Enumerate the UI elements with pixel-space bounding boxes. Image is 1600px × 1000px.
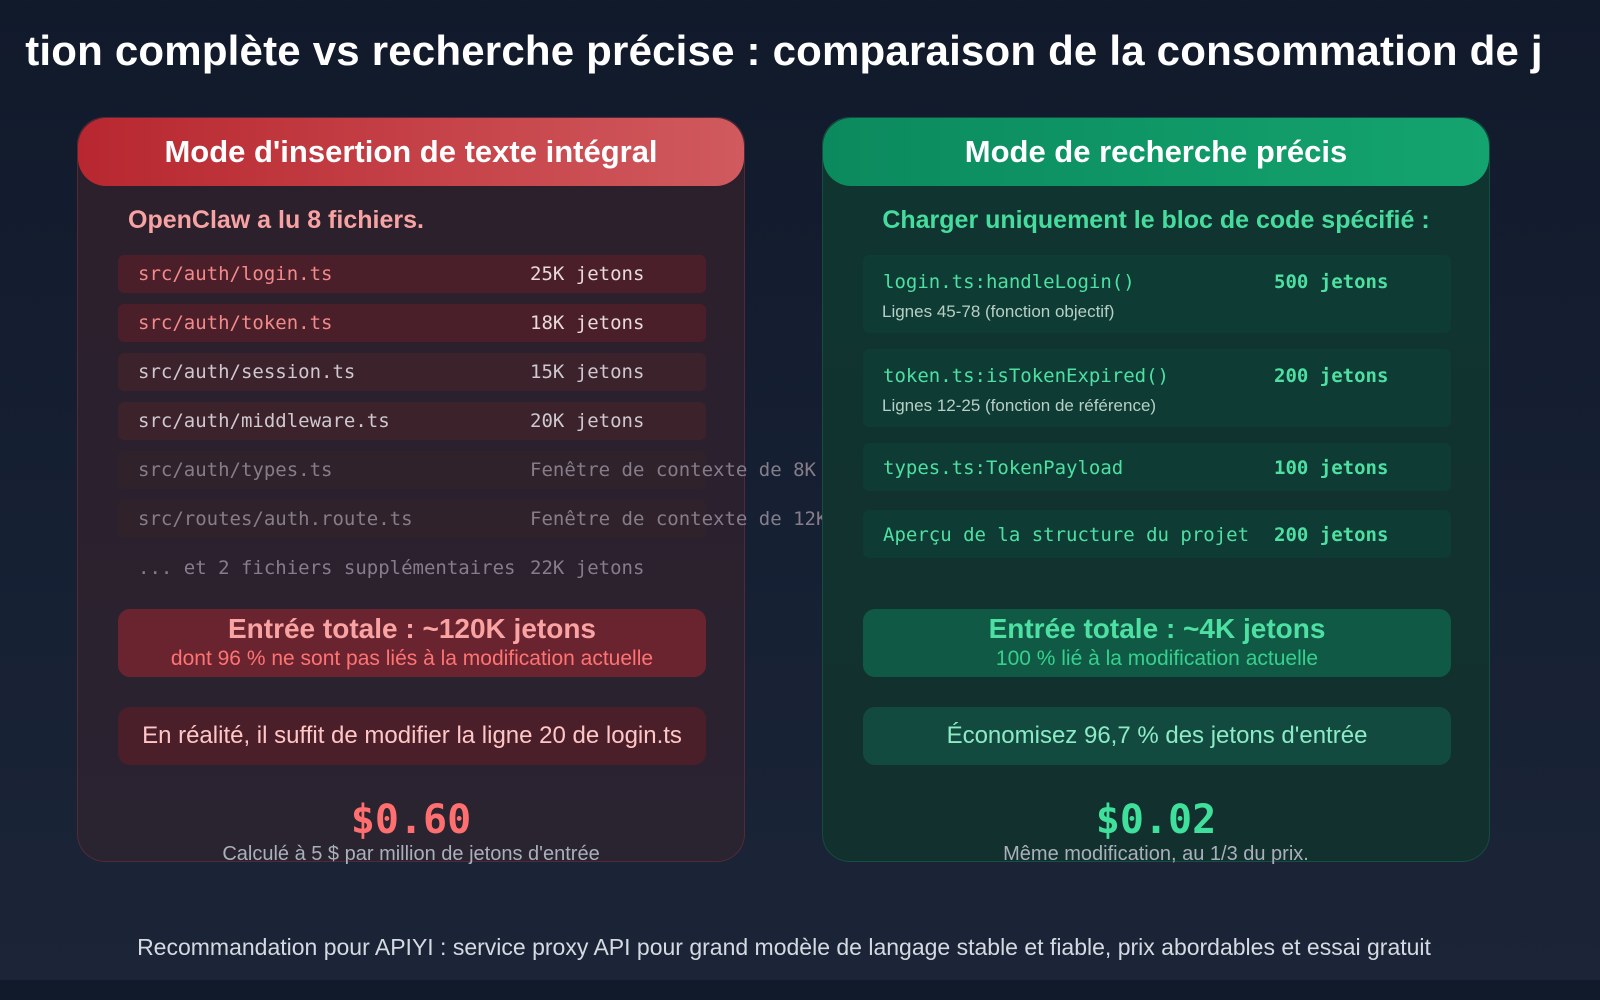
precise-search-price: $0.02 xyxy=(1095,797,1217,843)
code-block-tokens: 500 jetons xyxy=(1274,271,1389,293)
footer-recommendation: Recommandation pour APIYI : service prox… xyxy=(137,934,1431,960)
code-block-tokens: 200 jetons xyxy=(1274,524,1389,546)
code-block-description: Lignes 45-78 (fonction objectif) xyxy=(882,302,1115,321)
precise-search-total-note: 100 % lié à la modification actuelle xyxy=(995,647,1319,670)
full-text-note: En réalité, il suffit de modifier la lig… xyxy=(142,722,682,749)
precise-search-total-box: Entrée totale : ~4K jetons 100 % lié à l… xyxy=(863,609,1451,677)
full-text-total-box: Entrée totale : ~120K jetons dont 96 % n… xyxy=(118,609,706,677)
full-text-total: Entrée totale : ~120K jetons xyxy=(227,613,596,644)
file-name: src/auth/session.ts xyxy=(138,361,356,383)
code-block-row: Aperçu de la structure du projet 200 jet… xyxy=(863,510,1451,558)
file-row: src/auth/token.ts 18K jetons xyxy=(118,304,706,342)
file-row: src/auth/middleware.ts 20K jetons xyxy=(118,402,706,440)
page-title: tion complète vs recherche précise : com… xyxy=(25,27,1543,74)
file-tokens: 25K jetons xyxy=(530,263,645,285)
full-text-panel: Mode d'insertion de texte intégral OpenC… xyxy=(77,117,827,865)
code-block-tokens: 100 jetons xyxy=(1274,457,1389,479)
file-name: ... et 2 fichiers supplémentaires xyxy=(138,557,516,579)
full-text-subtitle: OpenClaw a lu 8 fichiers. xyxy=(128,206,424,234)
file-tokens: Fenêtre de contexte de 8K xyxy=(530,459,816,481)
precise-search-total: Entrée totale : ~4K jetons xyxy=(988,613,1326,644)
full-text-panel-header: Mode d'insertion de texte intégral xyxy=(78,118,744,186)
code-block-tokens: 200 jetons xyxy=(1274,365,1389,387)
code-block-name: login.ts:handleLogin() xyxy=(883,271,1135,293)
file-name: src/routes/auth.route.ts xyxy=(138,508,413,530)
full-text-note-box: En réalité, il suffit de modifier la lig… xyxy=(118,707,706,765)
code-block-row: login.ts:handleLogin() 500 jetons Lignes… xyxy=(863,255,1451,333)
file-tokens: 20K jetons xyxy=(530,410,645,432)
file-tokens: 22K jetons xyxy=(530,557,645,579)
code-block-row: types.ts:TokenPayload 100 jetons xyxy=(863,443,1451,491)
file-row: src/routes/auth.route.ts Fenêtre de cont… xyxy=(118,500,827,538)
file-name: src/auth/middleware.ts xyxy=(138,410,390,432)
code-block-name: token.ts:isTokenExpired() xyxy=(883,365,1169,387)
precise-search-panel-header: Mode de recherche précis xyxy=(823,118,1489,186)
file-row: src/auth/types.ts Fenêtre de contexte de… xyxy=(118,451,816,489)
file-name: src/auth/login.ts xyxy=(138,263,333,285)
code-block-description: Lignes 12-25 (fonction de référence) xyxy=(882,396,1157,415)
full-text-total-note: dont 96 % ne sont pas liés à la modifica… xyxy=(170,647,654,670)
code-block-row: token.ts:isTokenExpired() 200 jetons Lig… xyxy=(863,349,1451,427)
full-text-price-note: Calculé à 5 $ par million de jetons d'en… xyxy=(222,843,600,865)
precise-search-subtitle: Charger uniquement le bloc de code spéci… xyxy=(882,206,1430,234)
file-row: src/auth/login.ts 25K jetons xyxy=(118,255,706,293)
precise-search-price-note: Même modification, au 1/3 du prix. xyxy=(1003,843,1309,865)
precise-search-note-box: Économisez 96,7 % des jetons d'entrée xyxy=(863,707,1451,765)
file-name: src/auth/token.ts xyxy=(138,312,333,334)
file-row: ... et 2 fichiers supplémentaires 22K je… xyxy=(118,549,706,587)
file-tokens: 15K jetons xyxy=(530,361,645,383)
file-row: src/auth/session.ts 15K jetons xyxy=(118,353,706,391)
full-text-price: $0.60 xyxy=(350,797,472,843)
precise-search-panel: Mode de recherche précis Charger uniquem… xyxy=(822,117,1490,865)
file-tokens: Fenêtre de contexte de 12K xyxy=(530,508,828,530)
code-block-name: Aperçu de la structure du projet xyxy=(883,524,1250,546)
precise-search-note: Économisez 96,7 % des jetons d'entrée xyxy=(946,722,1368,749)
code-block-name: types.ts:TokenPayload xyxy=(883,457,1124,479)
file-name: src/auth/types.ts xyxy=(138,459,333,481)
file-tokens: 18K jetons xyxy=(530,312,645,334)
